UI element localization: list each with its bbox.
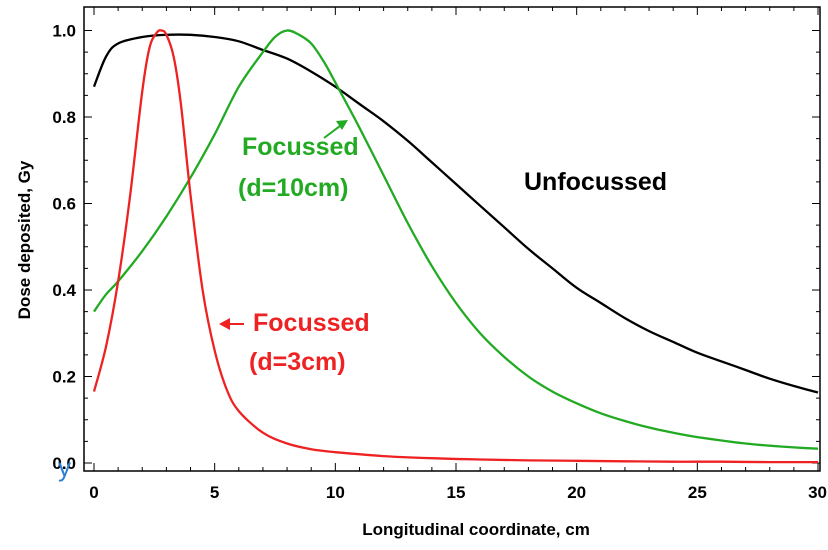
x-tick-label: 10 xyxy=(326,483,345,502)
x-tick-label: 0 xyxy=(89,483,98,502)
x-tick-label: 25 xyxy=(688,483,707,502)
y-tick-label: 0.2 xyxy=(52,368,76,387)
x-tick-label: 5 xyxy=(210,483,219,502)
axis-tick-labels: 0 5 10 15 20 25 30 0.0 0.2 0.4 0.6 0.8 1.0 xyxy=(52,22,827,503)
y-tick-label: 0.4 xyxy=(52,281,76,300)
x-tick-label: 15 xyxy=(447,483,466,502)
y-tick-label: 1.0 xyxy=(52,22,76,41)
annotation-text-line2: (d=3cm) xyxy=(249,348,346,376)
x-axis-title: Longitudinal coordinate, cm xyxy=(362,520,590,539)
annotation-text-line1: Focussed xyxy=(242,133,359,161)
axis-ticks xyxy=(84,7,820,471)
annotation-focussed-10cm: Focussed (d=10cm) xyxy=(238,120,359,202)
annotation-unfocussed: Unfocussed xyxy=(524,168,667,196)
x-tick-label: 20 xyxy=(567,483,586,502)
plot-area-frame xyxy=(83,6,821,472)
y-tick-label: 0.6 xyxy=(52,195,76,214)
y-axis-title: Dose deposited, Gy xyxy=(15,160,34,319)
x-tick-label: 30 xyxy=(808,483,827,502)
annotation-arrowhead-icon xyxy=(336,120,348,130)
annotation-text-line1: Unfocussed xyxy=(524,168,667,196)
y-tick-label: 0.0 xyxy=(52,454,76,473)
clipped-edge-text: y xyxy=(58,452,71,482)
series-line-0 xyxy=(92,33,819,394)
annotation-text-line2: (d=10cm) xyxy=(238,174,348,202)
series-line-1 xyxy=(93,29,819,450)
annotation-arrowhead-icon xyxy=(219,318,230,330)
series-line-2 xyxy=(92,29,819,464)
y-tick-label: 0.8 xyxy=(52,108,76,127)
annotation-text-line1: Focussed xyxy=(253,309,370,337)
annotation-focussed-3cm: Focussed (d=3cm) xyxy=(219,309,370,376)
series-lines xyxy=(92,29,819,464)
